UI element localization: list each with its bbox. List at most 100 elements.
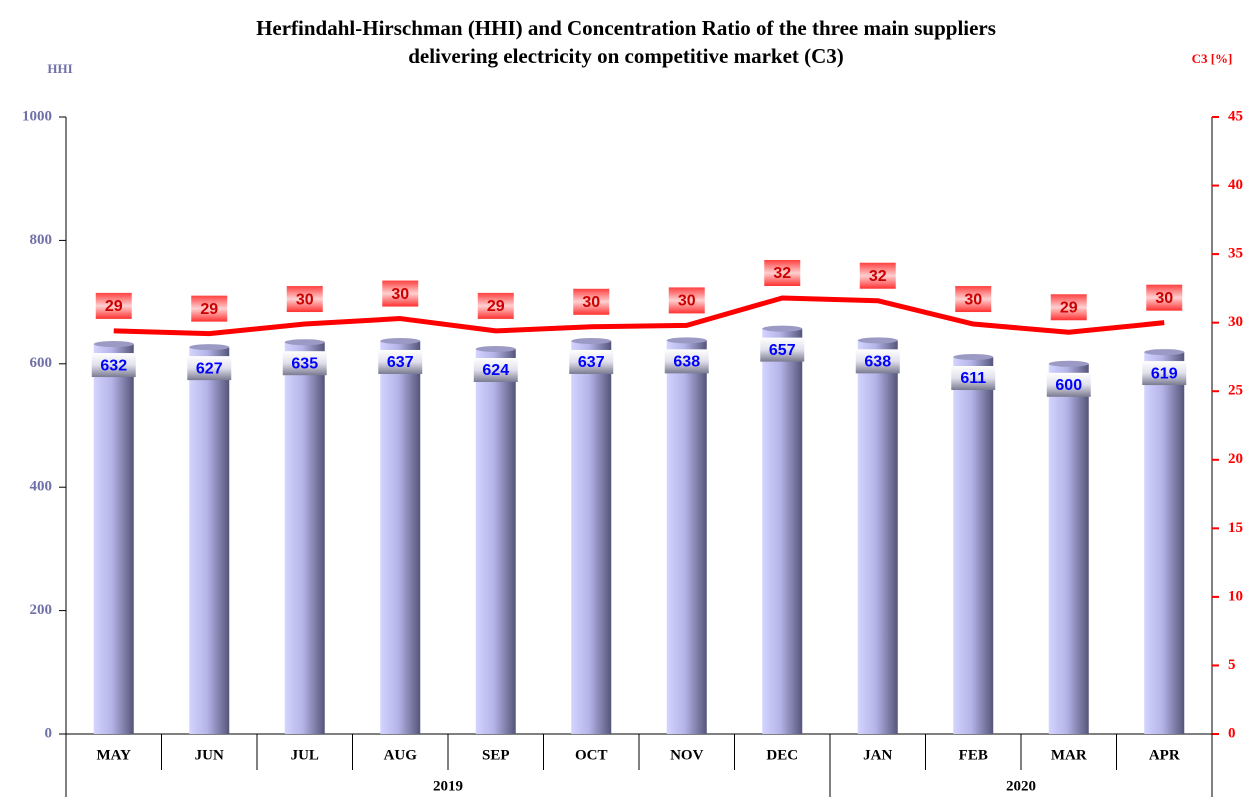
chart-title: Herfindahl-Hirschman (HHI) and Concentra… xyxy=(256,16,996,40)
bar-cap xyxy=(666,337,707,344)
bar-label: 657 xyxy=(769,342,796,359)
bar-cap xyxy=(857,337,898,344)
line-label-box xyxy=(95,292,132,319)
bar-label-box xyxy=(282,351,327,376)
line-label: 30 xyxy=(296,291,314,308)
y2-tick-label: 0 xyxy=(1228,725,1236,741)
line xyxy=(113,295,1165,337)
chart-title: delivering electricity on competitive ma… xyxy=(408,44,844,68)
bar xyxy=(953,357,994,734)
bar-label-box xyxy=(855,349,900,374)
line-label-box xyxy=(668,287,705,314)
y-axis-title: HHI xyxy=(47,61,72,76)
bar-cap xyxy=(1144,349,1185,356)
bar xyxy=(1144,352,1185,734)
x-tick-label: JUN xyxy=(195,747,224,763)
x-group-label: 2020 xyxy=(1006,778,1036,794)
bar xyxy=(189,347,230,734)
bar xyxy=(93,344,134,734)
bar-cap xyxy=(284,339,325,346)
bar-label: 632 xyxy=(100,357,127,374)
bar-label-box xyxy=(187,356,232,381)
line-label-box xyxy=(286,286,323,313)
line-label-box xyxy=(859,262,896,289)
x-tick-label: AUG xyxy=(384,747,418,763)
bar-label: 637 xyxy=(387,354,414,371)
x-tick-label: JAN xyxy=(863,747,892,763)
y2-tick-label: 35 xyxy=(1228,246,1243,262)
bar-cap xyxy=(1048,360,1089,367)
line-label: 29 xyxy=(105,298,123,315)
line-label-box xyxy=(1050,294,1087,321)
x-tick-label: SEP xyxy=(482,747,510,763)
y2-tick-label: 10 xyxy=(1228,588,1243,604)
y2-tick-label: 25 xyxy=(1228,383,1243,399)
line-label: 29 xyxy=(200,301,218,318)
bar-label: 600 xyxy=(1055,377,1082,394)
x-tick-label: DEC xyxy=(766,747,798,763)
bar-label: 624 xyxy=(482,362,509,379)
x-tick-label: MAR xyxy=(1051,747,1087,763)
bar-cap xyxy=(571,337,612,344)
line-label: 29 xyxy=(1060,299,1078,316)
bar-label-box xyxy=(760,337,805,362)
bar-label: 611 xyxy=(960,370,986,387)
line-label-box xyxy=(573,288,610,315)
bar-cap xyxy=(475,345,516,352)
bar-cap xyxy=(762,325,803,332)
bar-label-box xyxy=(378,349,423,374)
bar-label: 638 xyxy=(864,354,891,371)
bar-label: 635 xyxy=(291,355,318,372)
bar xyxy=(857,340,898,734)
line-label: 30 xyxy=(1155,290,1173,307)
x-tick-label: FEB xyxy=(959,747,988,763)
bar-label: 627 xyxy=(196,360,223,377)
x-tick-label: OCT xyxy=(575,747,608,763)
line-label-box xyxy=(382,280,419,307)
bar-label-box xyxy=(91,353,136,378)
bar xyxy=(380,340,421,734)
y-tick-label: 400 xyxy=(30,479,53,495)
line-label-box xyxy=(477,292,514,319)
y2-tick-label: 45 xyxy=(1228,108,1243,124)
x-tick-label: MAY xyxy=(97,747,132,763)
y-tick-label: 1000 xyxy=(22,108,52,124)
y-tick-label: 0 xyxy=(45,725,53,741)
y2-tick-label: 40 xyxy=(1228,177,1243,193)
line-label: 30 xyxy=(678,293,696,310)
x-group-label: 2019 xyxy=(433,778,463,794)
bar-cap xyxy=(189,344,230,351)
bar xyxy=(762,328,803,734)
x-tick-label: JUL xyxy=(291,747,319,763)
line-label: 30 xyxy=(964,291,982,308)
y-tick-label: 200 xyxy=(30,602,53,618)
line-label-box xyxy=(955,286,992,313)
y2-tick-label: 20 xyxy=(1228,451,1243,467)
bar-cap xyxy=(380,337,421,344)
bar-label-box xyxy=(951,366,996,391)
bar-label: 637 xyxy=(578,354,605,371)
bar-label-box xyxy=(569,349,614,374)
bar xyxy=(475,348,516,734)
line-label-box xyxy=(1146,284,1183,311)
x-tick-label: APR xyxy=(1149,747,1180,763)
bar-label-box xyxy=(1142,361,1187,386)
y-tick-label: 600 xyxy=(30,355,53,371)
bar-label-box xyxy=(1046,372,1091,397)
line-label: 30 xyxy=(391,286,409,303)
line-label: 32 xyxy=(773,265,791,282)
bar-label: 619 xyxy=(1151,365,1178,382)
bar xyxy=(666,340,707,734)
y2-axis-title: C3 [%] xyxy=(1192,51,1233,66)
bar-label: 638 xyxy=(673,354,700,371)
x-tick-label: NOV xyxy=(670,747,704,763)
bar-label-box xyxy=(473,357,518,382)
bar-cap xyxy=(953,354,994,361)
bar xyxy=(1048,363,1089,734)
y-tick-label: 800 xyxy=(30,232,53,248)
line-label: 30 xyxy=(582,294,600,311)
bar-label-box xyxy=(664,349,709,374)
line-label-box xyxy=(764,259,801,286)
y2-tick-label: 30 xyxy=(1228,314,1243,330)
